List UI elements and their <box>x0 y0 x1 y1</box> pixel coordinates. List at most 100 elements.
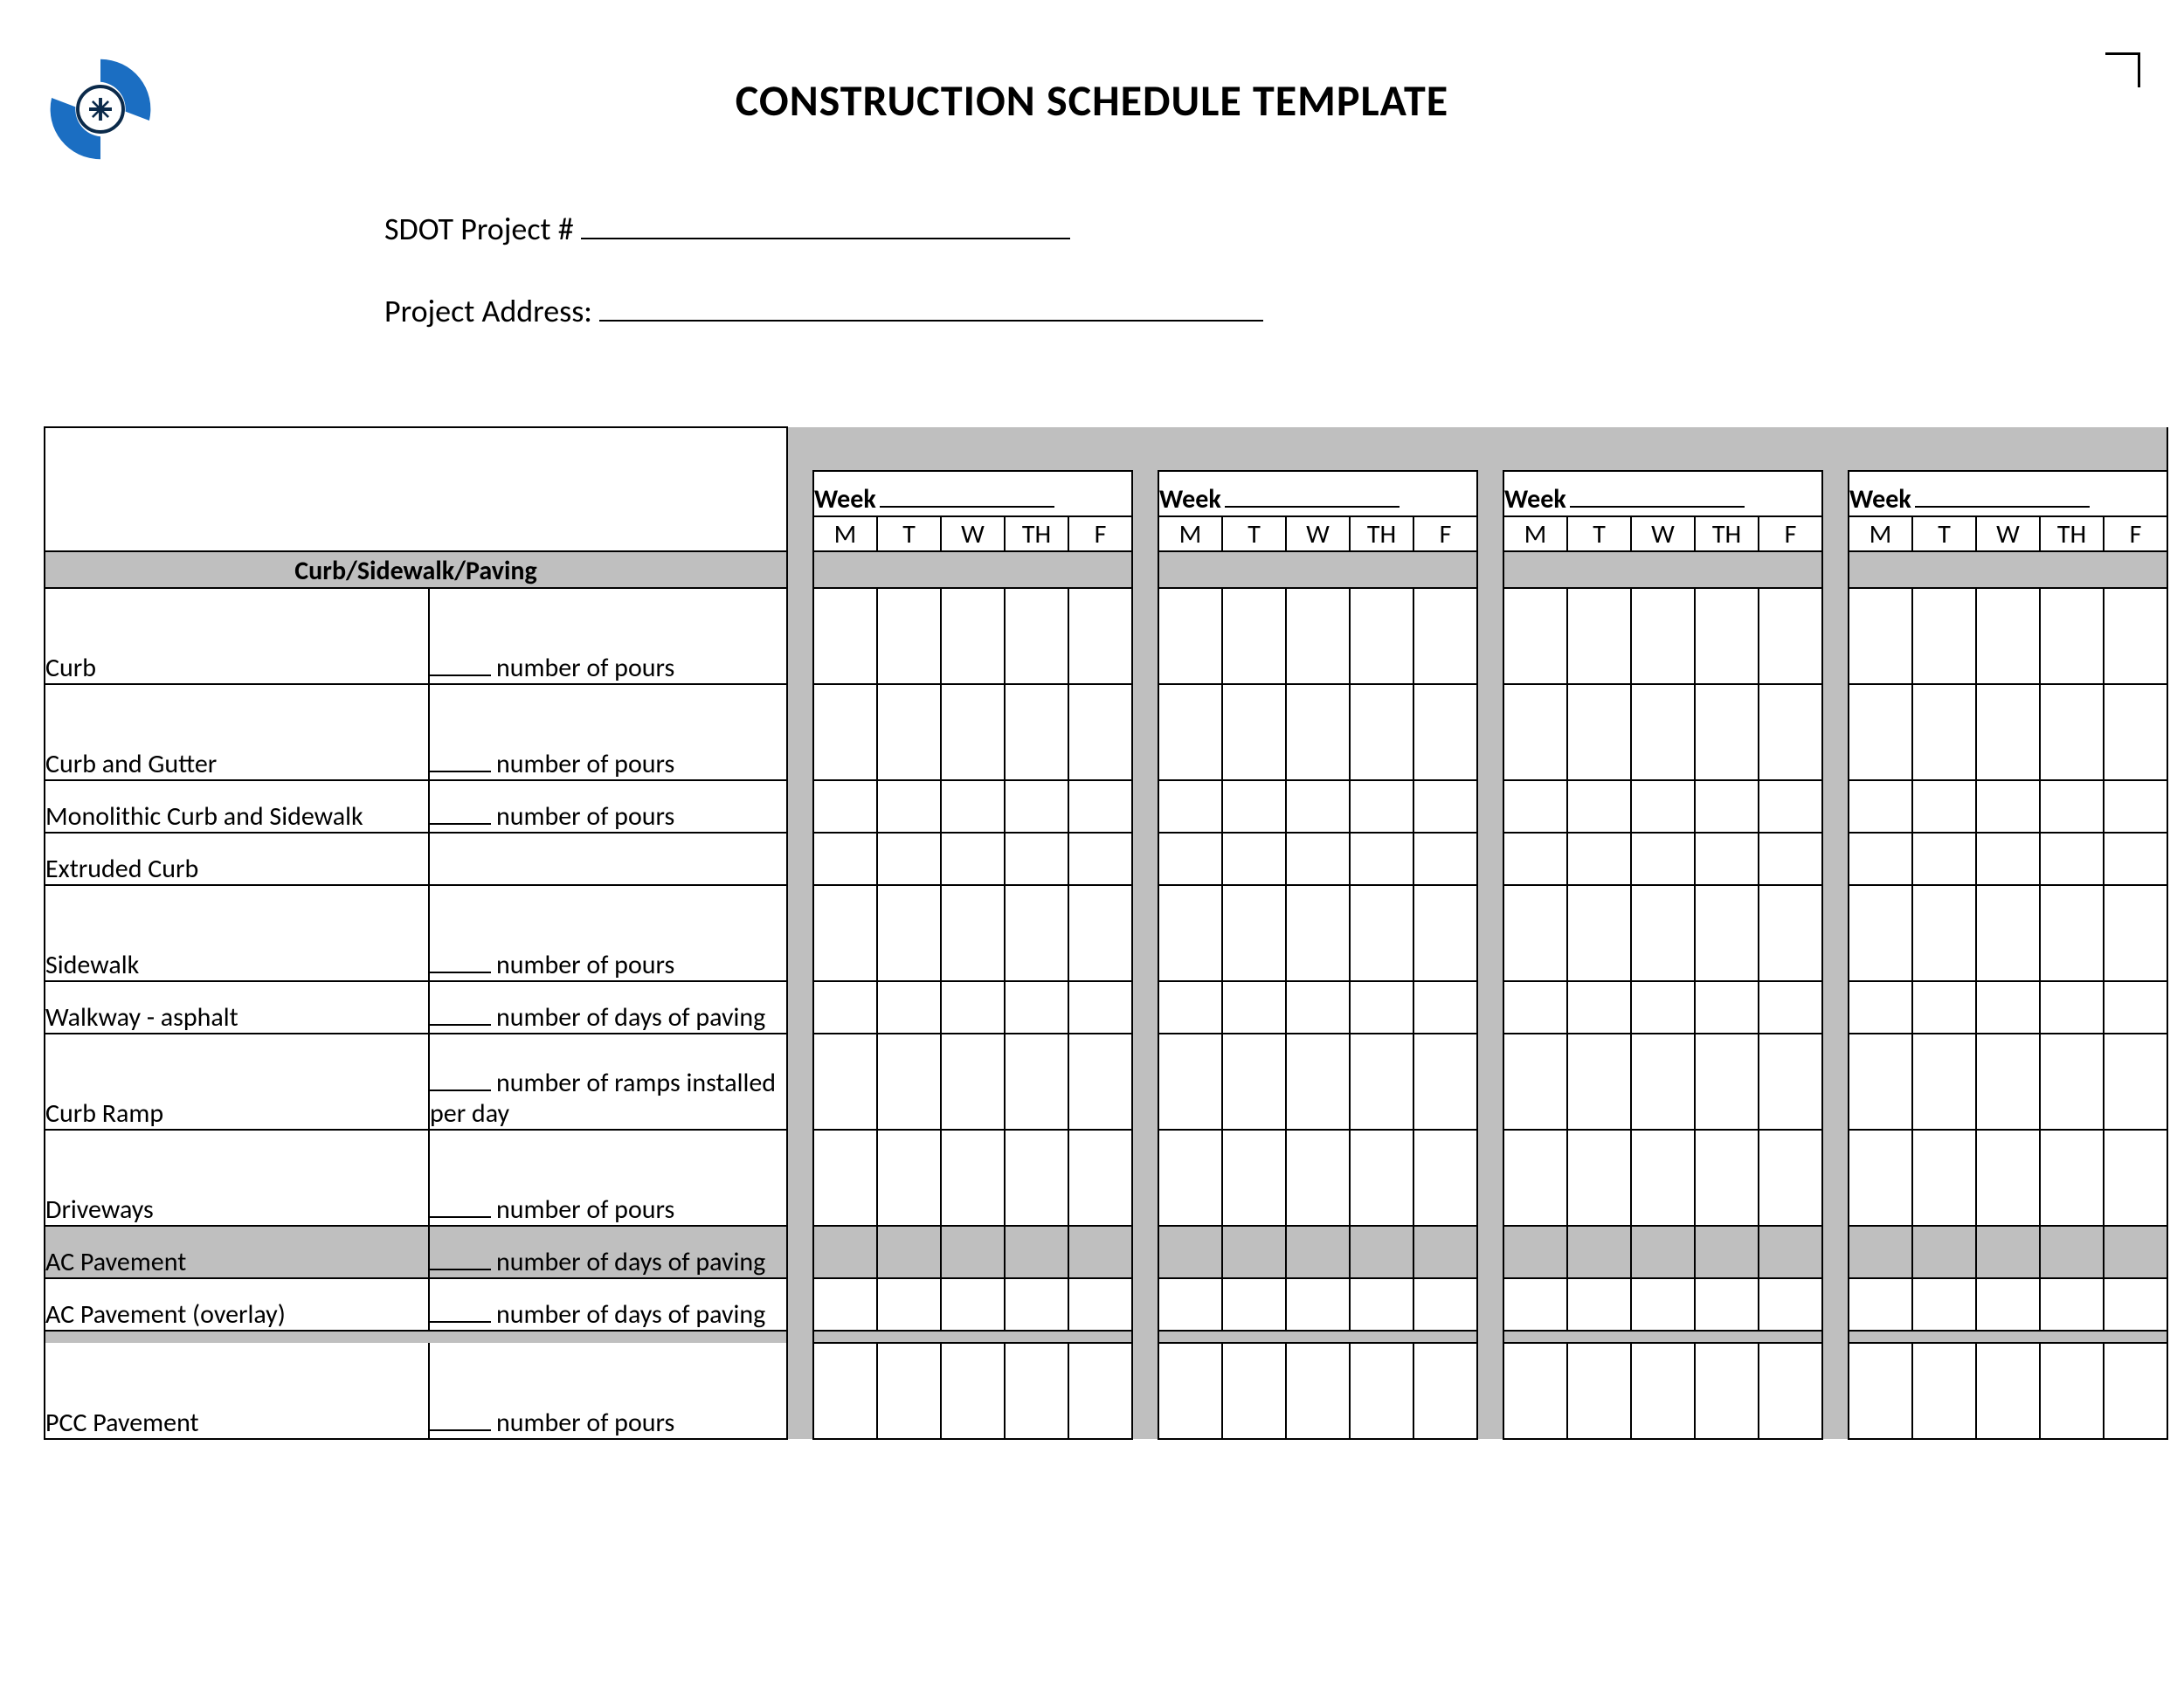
schedule-cell[interactable] <box>1695 684 1759 780</box>
schedule-cell[interactable] <box>1849 684 1912 780</box>
schedule-cell[interactable] <box>1413 1278 1477 1331</box>
schedule-cell[interactable] <box>1912 1130 1976 1226</box>
schedule-cell[interactable] <box>1222 885 1286 981</box>
schedule-cell[interactable] <box>813 1226 877 1278</box>
schedule-cell[interactable] <box>1413 588 1477 684</box>
schedule-cell[interactable] <box>1912 1343 1976 1439</box>
schedule-cell[interactable] <box>877 1130 941 1226</box>
value-field[interactable] <box>430 1069 491 1092</box>
value-field[interactable] <box>430 802 491 825</box>
schedule-cell[interactable] <box>1503 1034 1567 1130</box>
schedule-cell[interactable] <box>813 1278 877 1331</box>
schedule-cell[interactable] <box>1849 885 1912 981</box>
schedule-cell[interactable] <box>941 981 1005 1034</box>
schedule-cell[interactable] <box>1849 1226 1912 1278</box>
schedule-cell[interactable] <box>2104 1130 2167 1226</box>
schedule-cell[interactable] <box>1849 780 1912 833</box>
schedule-cell[interactable] <box>1068 1343 1132 1439</box>
schedule-cell[interactable] <box>1912 981 1976 1034</box>
schedule-cell[interactable] <box>1912 833 1976 885</box>
schedule-cell[interactable] <box>1695 1226 1759 1278</box>
schedule-cell[interactable] <box>2104 1034 2167 1130</box>
schedule-cell[interactable] <box>1503 1130 1567 1226</box>
schedule-cell[interactable] <box>1350 1034 1413 1130</box>
schedule-cell[interactable] <box>1222 981 1286 1034</box>
schedule-cell[interactable] <box>1158 1034 1222 1130</box>
schedule-cell[interactable] <box>2104 833 2167 885</box>
schedule-cell[interactable] <box>1976 1278 2040 1331</box>
schedule-cell[interactable] <box>1068 1130 1132 1226</box>
schedule-cell[interactable] <box>1567 981 1631 1034</box>
schedule-cell[interactable] <box>1350 1278 1413 1331</box>
schedule-cell[interactable] <box>1695 588 1759 684</box>
schedule-cell[interactable] <box>1005 833 1068 885</box>
schedule-cell[interactable] <box>1503 885 1567 981</box>
schedule-cell[interactable] <box>1503 1226 1567 1278</box>
schedule-cell[interactable] <box>1695 885 1759 981</box>
schedule-cell[interactable] <box>2040 833 2104 885</box>
schedule-cell[interactable] <box>813 885 877 981</box>
schedule-cell[interactable] <box>877 1278 941 1331</box>
schedule-cell[interactable] <box>1068 684 1132 780</box>
schedule-cell[interactable] <box>1912 1034 1976 1130</box>
schedule-cell[interactable] <box>1695 1343 1759 1439</box>
schedule-cell[interactable] <box>1695 1278 1759 1331</box>
schedule-cell[interactable] <box>1222 1278 1286 1331</box>
schedule-cell[interactable] <box>1503 981 1567 1034</box>
schedule-cell[interactable] <box>1976 1343 2040 1439</box>
schedule-cell[interactable] <box>1631 588 1695 684</box>
schedule-cell[interactable] <box>2040 1343 2104 1439</box>
schedule-cell[interactable] <box>1759 1343 1822 1439</box>
schedule-cell[interactable] <box>1976 684 2040 780</box>
schedule-cell[interactable] <box>1158 885 1222 981</box>
schedule-cell[interactable] <box>1286 981 1350 1034</box>
schedule-cell[interactable] <box>1005 684 1068 780</box>
schedule-cell[interactable] <box>941 780 1005 833</box>
schedule-cell[interactable] <box>1503 780 1567 833</box>
value-field[interactable] <box>430 654 491 676</box>
value-field[interactable] <box>430 1195 491 1218</box>
schedule-cell[interactable] <box>1849 981 1912 1034</box>
schedule-cell[interactable] <box>1503 588 1567 684</box>
schedule-cell[interactable] <box>1286 1278 1350 1331</box>
schedule-cell[interactable] <box>1158 684 1222 780</box>
schedule-cell[interactable] <box>1567 780 1631 833</box>
value-field[interactable] <box>430 1003 491 1026</box>
schedule-cell[interactable] <box>813 780 877 833</box>
schedule-cell[interactable] <box>1976 1034 2040 1130</box>
schedule-cell[interactable] <box>813 1130 877 1226</box>
schedule-cell[interactable] <box>1413 833 1477 885</box>
schedule-cell[interactable] <box>1631 780 1695 833</box>
value-field[interactable] <box>430 1300 491 1323</box>
schedule-cell[interactable] <box>1849 833 1912 885</box>
schedule-cell[interactable] <box>2104 588 2167 684</box>
schedule-cell[interactable] <box>941 1130 1005 1226</box>
schedule-cell[interactable] <box>1350 1130 1413 1226</box>
schedule-cell[interactable] <box>1631 1130 1695 1226</box>
schedule-cell[interactable] <box>1912 1226 1976 1278</box>
value-field[interactable] <box>430 951 491 973</box>
project-address-field[interactable] <box>599 294 1263 322</box>
schedule-cell[interactable] <box>1849 1278 1912 1331</box>
schedule-cell[interactable] <box>1158 1130 1222 1226</box>
schedule-cell[interactable] <box>1849 1034 1912 1130</box>
schedule-cell[interactable] <box>1068 1278 1132 1331</box>
schedule-cell[interactable] <box>1912 1278 1976 1331</box>
week-number-field[interactable] <box>1225 487 1400 508</box>
schedule-cell[interactable] <box>2040 885 2104 981</box>
schedule-cell[interactable] <box>1976 981 2040 1034</box>
schedule-cell[interactable] <box>1068 1034 1132 1130</box>
schedule-cell[interactable] <box>1158 1343 1222 1439</box>
schedule-cell[interactable] <box>813 588 877 684</box>
schedule-cell[interactable] <box>1222 588 1286 684</box>
schedule-cell[interactable] <box>1350 588 1413 684</box>
schedule-cell[interactable] <box>1286 833 1350 885</box>
schedule-cell[interactable] <box>1503 1343 1567 1439</box>
schedule-cell[interactable] <box>1503 1278 1567 1331</box>
schedule-cell[interactable] <box>2040 981 2104 1034</box>
schedule-cell[interactable] <box>1286 1034 1350 1130</box>
schedule-cell[interactable] <box>1912 684 1976 780</box>
schedule-cell[interactable] <box>1005 1226 1068 1278</box>
schedule-cell[interactable] <box>2040 1130 2104 1226</box>
schedule-cell[interactable] <box>1413 1226 1477 1278</box>
